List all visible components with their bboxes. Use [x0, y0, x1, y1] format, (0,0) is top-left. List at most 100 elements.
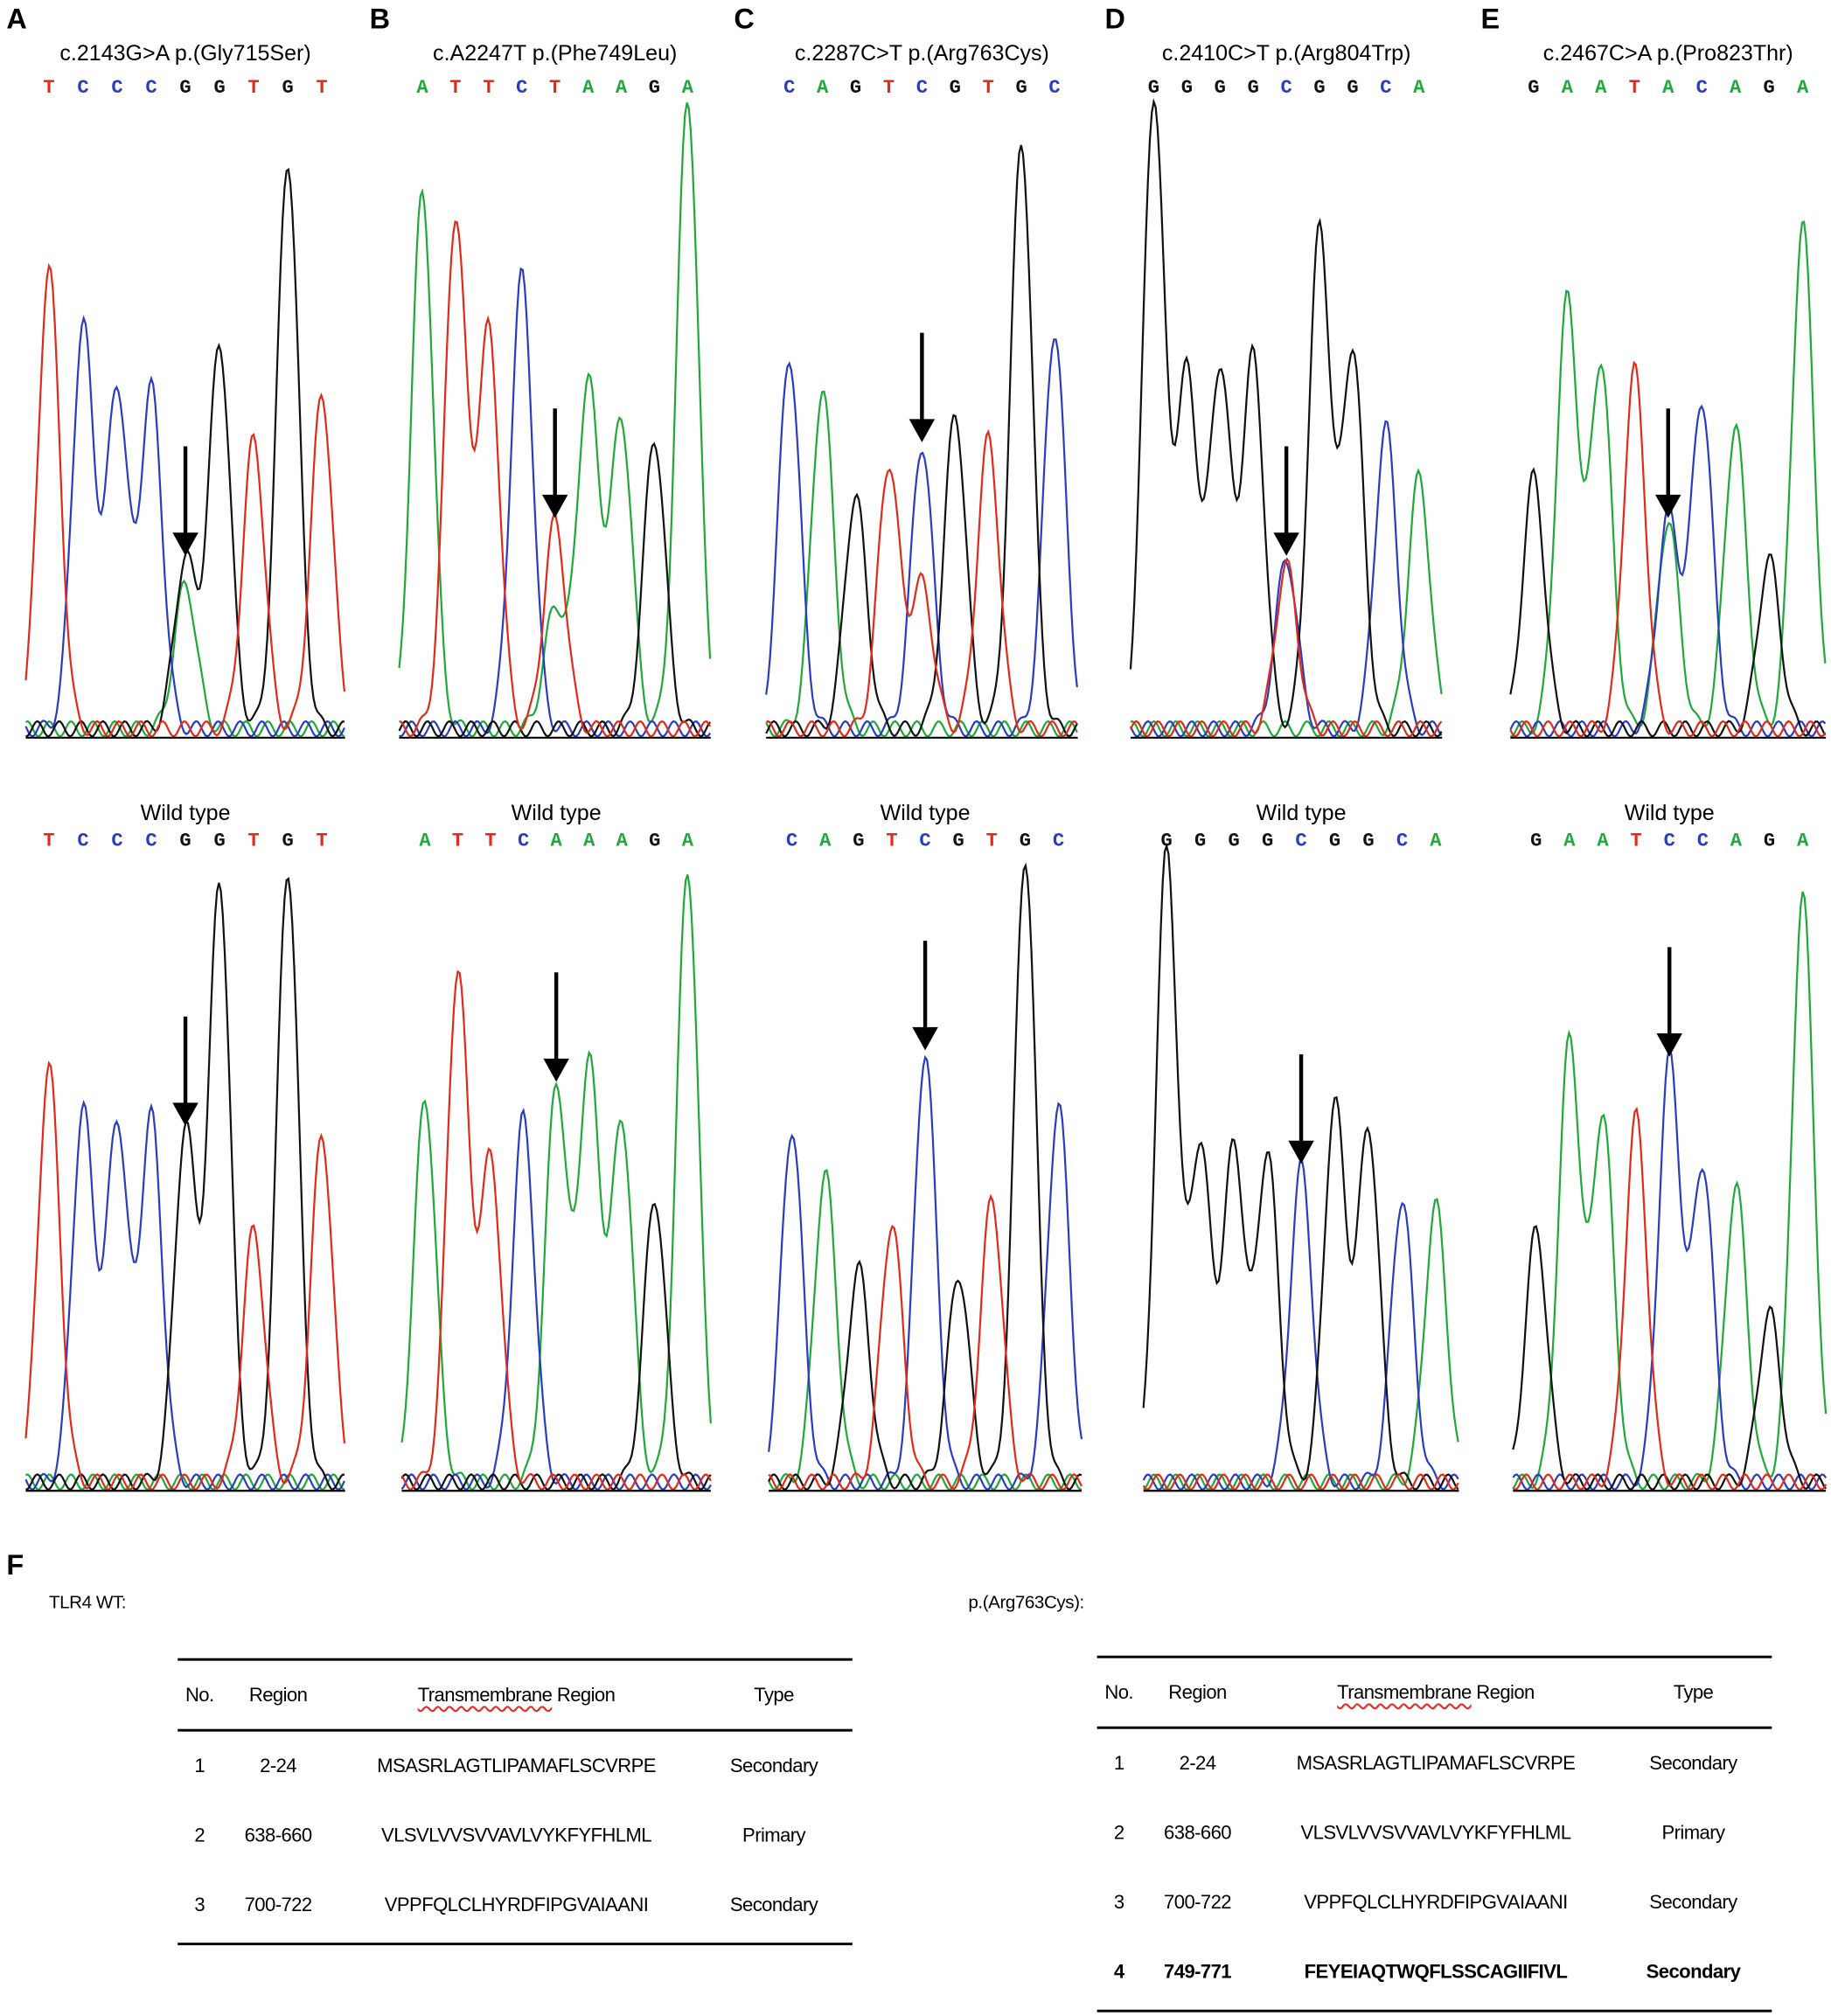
- table-cell: 1: [194, 1755, 205, 1777]
- base-letter: G: [282, 77, 294, 100]
- base-letter: A: [1430, 830, 1442, 852]
- trace-G-wild-B: [400, 1202, 712, 1491]
- base-letter: T: [449, 77, 462, 100]
- arrow-head-icon: [1656, 1033, 1682, 1057]
- base-letter: A: [419, 830, 431, 852]
- table-cell: 700-722: [244, 1894, 313, 1916]
- base-letter: G: [1763, 830, 1776, 852]
- base-letter: G: [849, 77, 862, 100]
- base-letter: T: [982, 77, 994, 100]
- base-letter: T: [1630, 830, 1642, 852]
- arrow-head-icon: [541, 494, 568, 518]
- base-letter: C: [916, 77, 929, 100]
- trace-A-wild-B: [400, 874, 712, 1491]
- mutation-title: c.2467C>A p.(Pro823Thr): [1542, 41, 1793, 66]
- table-cell: Primary: [742, 1825, 806, 1847]
- base-letter: A: [1413, 77, 1425, 100]
- trace-G-mutant-D: [1129, 98, 1443, 738]
- base-letter: G: [1214, 77, 1226, 100]
- arrow-head-icon: [543, 1058, 569, 1082]
- column-header: Region: [248, 1684, 308, 1707]
- base-letter: A: [581, 77, 595, 100]
- base-letter: A: [1563, 830, 1576, 852]
- base-letter: G: [648, 77, 661, 100]
- base-letter: G: [1194, 830, 1207, 852]
- table-rule: [1097, 1655, 1772, 1658]
- base-letter: T: [247, 830, 260, 852]
- table-caption: TLR4 WT:: [48, 1591, 127, 1612]
- base-letter: C: [1380, 77, 1392, 100]
- wild-type-label: Wild type: [880, 800, 971, 825]
- trace-T-wild-A: [24, 1060, 346, 1491]
- base-letter: C: [1663, 830, 1675, 852]
- table-cell: VLSVLVVSVVAVLVYKFYFHLML: [381, 1825, 652, 1847]
- column-header-word: Transmembrane: [417, 1684, 553, 1707]
- base-letter: A: [1595, 77, 1607, 100]
- trace-T-mutant-A: [24, 262, 346, 738]
- table-cell: 2: [1113, 1822, 1124, 1845]
- trace-T-wild-D: [1142, 1473, 1459, 1491]
- base-letter: G: [1347, 77, 1359, 100]
- column-header: Transmembrane Region: [417, 1684, 616, 1707]
- base-letter: A: [1730, 77, 1742, 100]
- base-letter: A: [1662, 77, 1674, 100]
- base-letter: A: [681, 830, 694, 852]
- trace-T-wild-E: [1512, 1106, 1828, 1491]
- base-letter: A: [615, 77, 628, 100]
- trace-T-mutant-D: [1129, 557, 1443, 738]
- base-letter: G: [949, 77, 961, 100]
- table-cell: Secondary: [1646, 1961, 1741, 1984]
- table-cell: 749-771: [1164, 1961, 1232, 1984]
- base-letter: G: [1247, 77, 1259, 100]
- base-letter: C: [111, 77, 123, 100]
- table-cell: VLSVLVVSVVAVLVYKFYFHLML: [1300, 1822, 1571, 1845]
- base-letter: C: [77, 830, 89, 852]
- table-rule: [1097, 1726, 1772, 1729]
- base-letter: G: [649, 830, 661, 852]
- table-cell: 2-24: [1179, 1752, 1216, 1775]
- base-letter: G: [1328, 830, 1341, 852]
- trace-T-mutant-E: [1509, 360, 1827, 738]
- base-letter: C: [1295, 830, 1307, 852]
- arrow-head-icon: [1655, 494, 1681, 518]
- wild-type-label: Wild type: [511, 800, 602, 825]
- arrow-head-icon: [1273, 532, 1299, 556]
- trace-A-mutant-E: [1510, 220, 1827, 738]
- trace-A-wild-A: [25, 1473, 345, 1491]
- base-letter: C: [145, 77, 157, 100]
- table-caption: p.(Arg763Cys):: [968, 1591, 1084, 1612]
- table-rule: [178, 1658, 853, 1661]
- table-rule: [1097, 2009, 1772, 2013]
- trace-T-wild-C: [768, 1193, 1083, 1491]
- base-letter: G: [1528, 77, 1540, 100]
- trace-C-mutant-B: [399, 267, 712, 738]
- trace-C-mutant-A: [24, 315, 345, 738]
- trace-A-mutant-B: [398, 102, 712, 738]
- base-letter: T: [985, 830, 998, 852]
- table-cell: Secondary: [1649, 1891, 1737, 1915]
- base-letter: G: [179, 830, 191, 852]
- table-cell: 638-660: [1164, 1822, 1232, 1845]
- table-cell: MSASRLAGTLIPAMAFLSCVRPE: [377, 1755, 656, 1777]
- trace-T-wild-B: [400, 970, 712, 1491]
- trace-A-wild-D: [1142, 1198, 1459, 1491]
- table-cell: VPPFQLCLHYRDFIPGVAIAANI: [384, 1894, 649, 1916]
- base-letter: G: [1362, 830, 1375, 852]
- table-cell: 1: [1113, 1752, 1124, 1775]
- column-header: Region: [1168, 1681, 1227, 1704]
- mutation-title: c.2410C>T p.(Arg804Trp): [1161, 41, 1411, 66]
- table-cell: 3: [194, 1894, 205, 1916]
- base-letter: G: [1530, 830, 1542, 852]
- base-letter: C: [516, 77, 528, 100]
- mutation-title: c.2143G>A p.(Gly715Ser): [59, 41, 311, 66]
- table-cell: Secondary: [729, 1755, 818, 1777]
- trace-C-mutant-C: [765, 338, 1078, 738]
- base-letter: G: [213, 77, 226, 100]
- table-cell: MSASRLAGTLIPAMAFLSCVRPE: [1296, 1752, 1576, 1775]
- mutation-title: c.A2247T p.(Phe749Leu): [433, 41, 678, 66]
- base-letter: A: [816, 77, 829, 100]
- panel-label: F: [6, 1548, 24, 1582]
- table-cell: 638-660: [244, 1825, 313, 1847]
- base-letter: C: [1048, 77, 1061, 100]
